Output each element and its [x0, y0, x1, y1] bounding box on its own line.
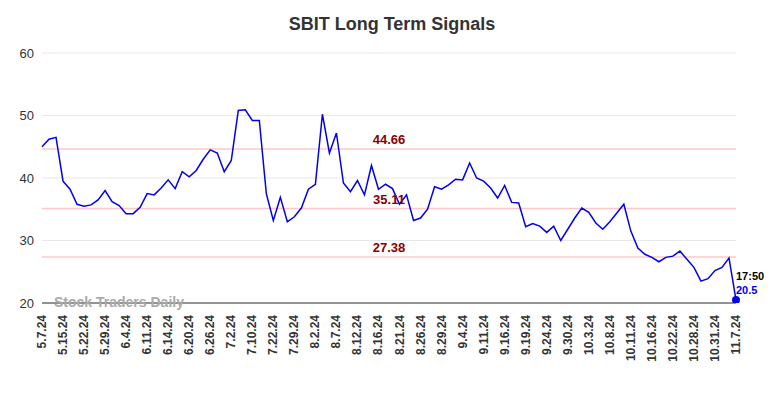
- svg-text:10.28.24: 10.28.24: [687, 315, 701, 362]
- svg-text:8.29.24: 8.29.24: [435, 315, 449, 355]
- svg-text:9.11.24: 9.11.24: [477, 315, 491, 355]
- svg-text:6.14.24: 6.14.24: [161, 315, 175, 355]
- svg-text:60: 60: [20, 46, 34, 61]
- svg-text:9.4.24: 9.4.24: [456, 315, 470, 349]
- svg-text:8.16.24: 8.16.24: [371, 315, 385, 355]
- svg-text:8.21.24: 8.21.24: [393, 315, 407, 355]
- svg-text:9.19.24: 9.19.24: [519, 315, 533, 355]
- svg-text:44.66: 44.66: [373, 132, 406, 147]
- svg-text:7.10.24: 7.10.24: [245, 315, 259, 355]
- svg-text:8.2.24: 8.2.24: [308, 315, 322, 349]
- svg-text:6.11.24: 6.11.24: [140, 315, 154, 355]
- svg-text:6.26.24: 6.26.24: [203, 315, 217, 355]
- svg-text:7.29.24: 7.29.24: [287, 315, 301, 355]
- svg-text:5.7.24: 5.7.24: [35, 315, 49, 349]
- svg-text:17:50: 17:50: [736, 270, 764, 282]
- svg-text:9.30.24: 9.30.24: [561, 315, 575, 355]
- svg-text:5.22.24: 5.22.24: [77, 315, 91, 355]
- svg-text:10.11.24: 10.11.24: [624, 315, 638, 361]
- svg-text:50: 50: [20, 108, 34, 123]
- svg-text:30: 30: [20, 233, 34, 248]
- svg-text:8.12.24: 8.12.24: [350, 315, 364, 355]
- svg-text:7.22.24: 7.22.24: [266, 315, 280, 355]
- svg-text:10.8.24: 10.8.24: [603, 315, 617, 355]
- svg-text:5.15.24: 5.15.24: [56, 315, 70, 355]
- svg-text:10.16.24: 10.16.24: [645, 315, 659, 362]
- svg-text:11.7.24: 11.7.24: [729, 315, 743, 355]
- svg-text:10.31.24: 10.31.24: [708, 315, 722, 362]
- svg-text:35.11: 35.11: [373, 192, 405, 207]
- html-text:Stock Traders Daily: Stock Traders Daily: [54, 294, 184, 310]
- html-text:SBIT Long Term Signals: SBIT Long Term Signals: [288, 14, 496, 34]
- svg-text:9.24.24: 9.24.24: [540, 315, 554, 355]
- svg-text:10.3.24: 10.3.24: [582, 315, 596, 355]
- svg-text:20.5: 20.5: [736, 284, 757, 296]
- svg-text:40: 40: [20, 171, 34, 186]
- svg-text:6.4.24: 6.4.24: [119, 315, 133, 349]
- svg-text:27.38: 27.38: [373, 240, 406, 255]
- svg-text:20: 20: [20, 296, 34, 311]
- svg-text:8.7.24: 8.7.24: [329, 315, 343, 349]
- svg-text:10.22.24: 10.22.24: [666, 315, 680, 362]
- svg-text:7.2.24: 7.2.24: [224, 315, 238, 349]
- svg-text:9.16.24: 9.16.24: [498, 315, 512, 355]
- svg-text:5.29.24: 5.29.24: [98, 315, 112, 355]
- svg-text:6.20.24: 6.20.24: [182, 315, 196, 355]
- svg-text:8.26.24: 8.26.24: [414, 315, 428, 355]
